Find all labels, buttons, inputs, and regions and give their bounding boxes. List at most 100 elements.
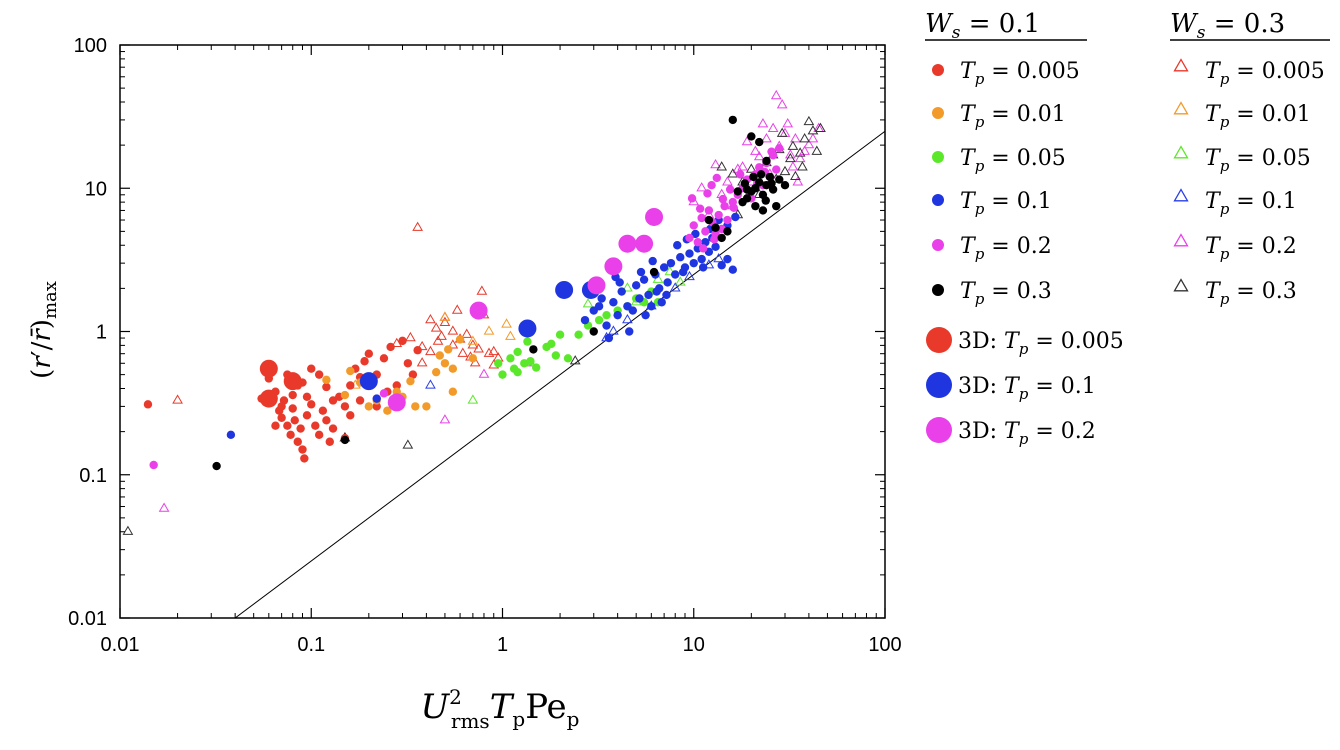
data-point xyxy=(422,402,431,411)
data-point-triangle xyxy=(767,122,779,132)
data-point xyxy=(717,233,726,243)
legend-label: 3D: Tp = 0.2 xyxy=(958,419,1096,448)
data-point-3d xyxy=(555,280,574,299)
data-point xyxy=(594,315,604,325)
legend-ws01: Ws = 0.1 xyxy=(925,9,1087,43)
data-point xyxy=(325,437,334,446)
data-point-triangle xyxy=(790,133,801,143)
data-point xyxy=(671,270,680,279)
legend-label: Tp = 0.2 xyxy=(960,234,1052,263)
data-point-triangle xyxy=(664,265,676,276)
data-point xyxy=(406,376,415,386)
data-point-triangle xyxy=(787,140,799,150)
data-point xyxy=(277,402,286,411)
data-point xyxy=(723,227,732,236)
data-point-triangle xyxy=(447,339,459,349)
data-point xyxy=(767,147,776,156)
legend-marker xyxy=(1173,188,1189,202)
data-point xyxy=(751,184,760,193)
series-3d-tp-0-005 xyxy=(259,359,302,408)
data-point xyxy=(594,302,604,311)
data-point xyxy=(364,349,374,358)
data-point-triangle xyxy=(750,145,761,155)
legend-label: Tp = 0.005 xyxy=(960,59,1080,88)
legend-item-ws-0-1-tp-0-05: Tp = 0.05 xyxy=(932,146,1066,175)
data-point xyxy=(523,337,532,346)
data-point-triangle xyxy=(622,282,633,292)
data-point-triangle xyxy=(779,165,791,176)
legend-marker xyxy=(1173,101,1189,115)
data-point xyxy=(649,267,659,277)
data-point-triangle xyxy=(476,285,488,295)
data-point xyxy=(628,306,637,315)
data-point xyxy=(372,394,381,403)
data-point xyxy=(617,287,626,296)
data-point-triangle xyxy=(669,282,681,292)
data-point xyxy=(302,392,312,402)
data-point-triangle xyxy=(172,394,183,404)
data-point-triangle xyxy=(787,161,799,171)
data-point xyxy=(718,194,728,204)
data-point xyxy=(379,389,389,398)
legend-label: Tp = 0.3 xyxy=(960,279,1052,308)
data-point-triangle xyxy=(794,152,806,163)
data-point-triangle xyxy=(784,149,796,159)
data-point-triangle xyxy=(483,347,495,357)
data-point-triangle xyxy=(799,145,810,155)
data-point-triangle xyxy=(815,122,826,132)
data-point-triangle xyxy=(412,221,424,231)
data-point-triangle xyxy=(505,330,516,340)
data-point-triangle xyxy=(807,125,819,135)
y-tick-label: 100 xyxy=(74,35,107,57)
data-point xyxy=(697,213,706,223)
data-point xyxy=(756,170,766,179)
data-point xyxy=(574,330,583,339)
svg-text:(r′/r̄)max: (r′/r̄)max xyxy=(27,281,61,379)
data-point-triangle xyxy=(439,311,451,321)
data-point-triangle xyxy=(432,335,444,345)
data-point xyxy=(526,357,535,366)
data-point xyxy=(300,454,309,463)
data-point-triangle xyxy=(488,345,500,356)
data-point xyxy=(506,354,515,363)
legend-item-ws-0-3-tp-0-3: Tp = 0.3 xyxy=(1173,278,1297,308)
data-point xyxy=(710,235,719,244)
legend-heading-ws01: Ws = 0.1 xyxy=(925,9,1040,43)
data-point-triangle xyxy=(776,99,788,109)
data-point-triangle xyxy=(582,298,594,308)
data-point-triangle xyxy=(696,182,708,192)
legend-label: Tp = 0.005 xyxy=(1205,59,1325,88)
data-point-3d xyxy=(359,372,378,391)
legend-item-3d-tp-0-005: 3D: Tp = 0.005 xyxy=(926,327,1124,358)
data-point-3d xyxy=(618,234,637,253)
data-point xyxy=(711,242,720,252)
data-point-triangle xyxy=(770,89,782,100)
data-point xyxy=(772,201,781,211)
x-axis-title: U2 rmsTpPep xyxy=(421,685,580,733)
data-point xyxy=(604,333,614,343)
data-point xyxy=(346,411,355,420)
data-point-triangle xyxy=(799,133,810,143)
data-point-triangle xyxy=(416,340,428,351)
legend-item-3d-tp-0-2: 3D: Tp = 0.2 xyxy=(926,417,1096,448)
data-point-triangle xyxy=(439,316,451,326)
data-point xyxy=(685,233,694,243)
data-point xyxy=(271,421,280,430)
data-point-triangle xyxy=(722,176,733,186)
legend-marker xyxy=(926,372,952,398)
data-point-triangle xyxy=(569,355,581,365)
data-point xyxy=(302,411,312,420)
legend-entries: Tp = 0.005 Tp = 0.01 Tp = 0.05 Tp = 0.1 Tp =… xyxy=(926,58,1325,448)
data-point xyxy=(328,424,338,433)
data-point-triangle xyxy=(727,168,739,178)
data-point-triangle xyxy=(782,118,794,128)
data-point xyxy=(277,413,286,422)
data-point-triangle xyxy=(451,304,463,314)
legend-item-ws-0-1-tp-0-3: Tp = 0.3 xyxy=(932,279,1052,308)
data-point xyxy=(695,204,705,213)
data-point-triangle xyxy=(776,127,788,137)
data-point xyxy=(435,351,444,360)
legend-item-ws-0-1-tp-0-2: Tp = 0.2 xyxy=(932,234,1052,263)
data-point xyxy=(676,253,685,262)
data-point xyxy=(635,294,644,303)
